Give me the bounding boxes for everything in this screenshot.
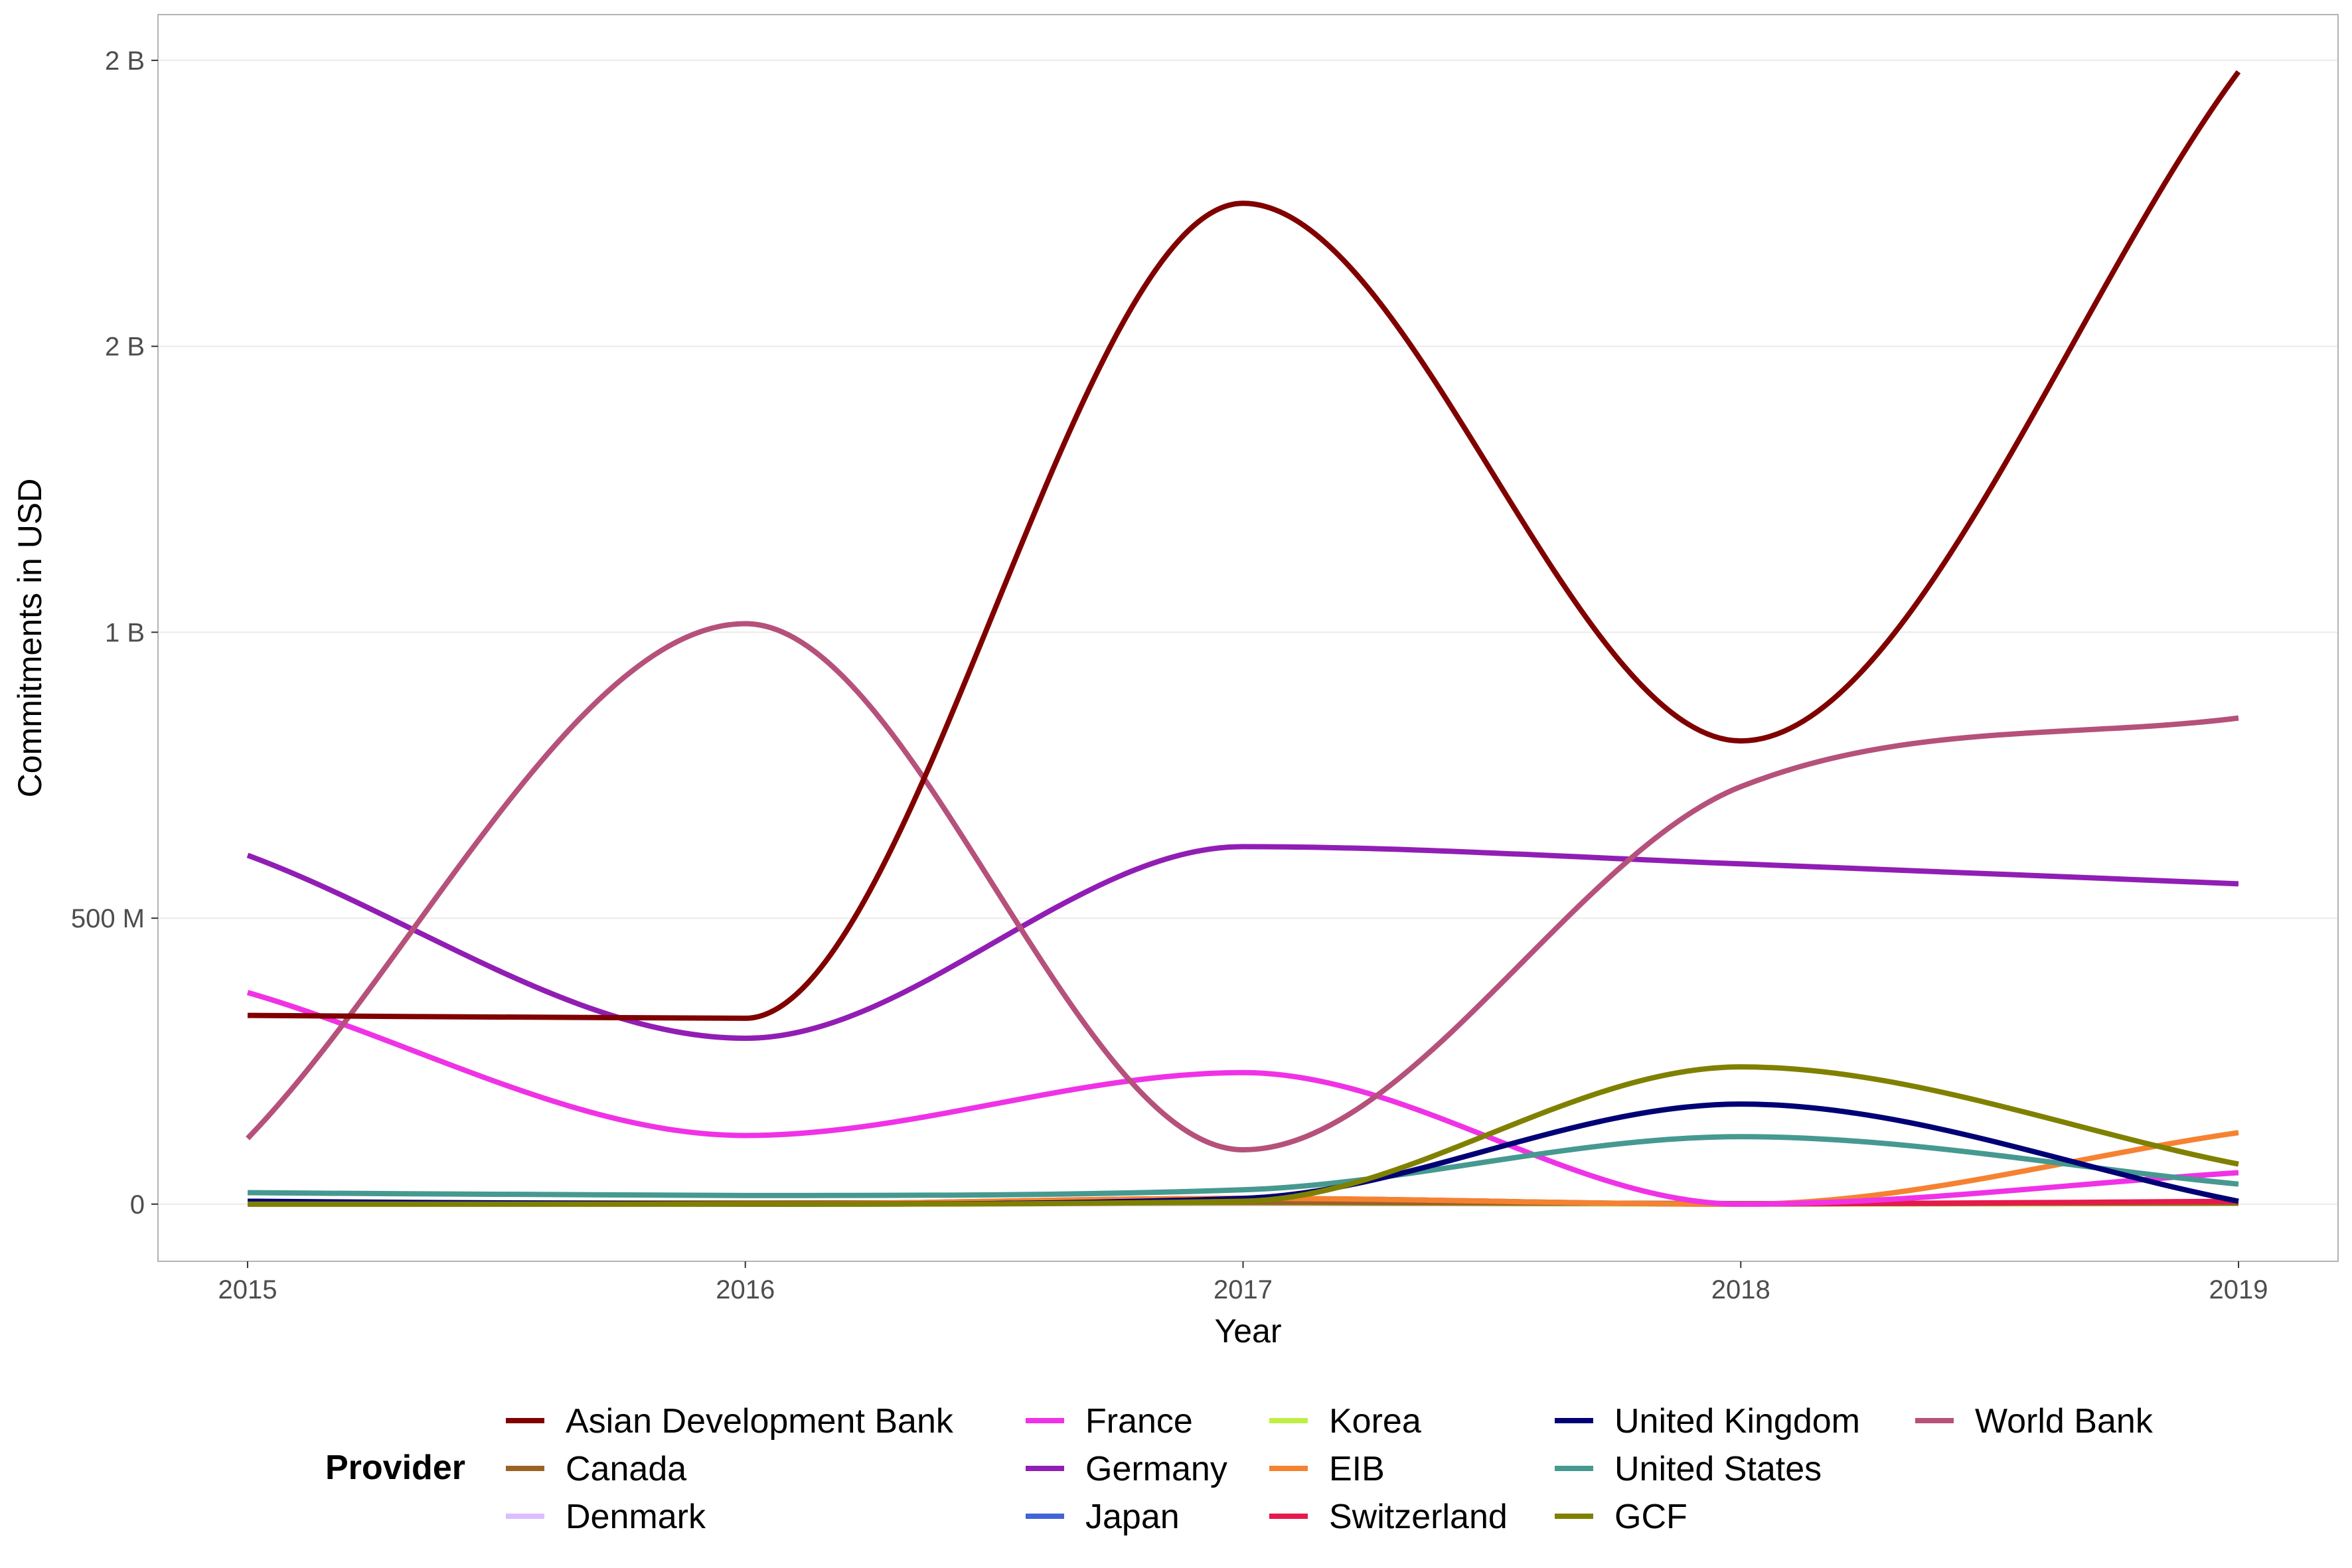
series-line-germany (246, 844, 2239, 1041)
legend: Provider Asian Development Bank Canada Den… (325, 1402, 2154, 1536)
legend-item-united-states: United States (1555, 1450, 1822, 1488)
legend-label-canada: Canada (566, 1450, 686, 1488)
series-line-asian-development-bank (247, 70, 2241, 1021)
legend-label-france: France (1085, 1402, 1193, 1441)
legend-item-denmark: Denmark (506, 1498, 706, 1536)
x-axis-title: Year (1214, 1312, 1281, 1350)
legend-label-world-bank: World Bank (1975, 1402, 2154, 1441)
legend-item-japan: Japan (1026, 1498, 1180, 1536)
legend-label-korea: Korea (1329, 1402, 1421, 1441)
legend-label-germany: Germany (1085, 1450, 1227, 1488)
series-line-gcf (248, 1064, 2239, 1207)
x-tick-label: 2015 (218, 1275, 277, 1304)
series-line-united-states (247, 1134, 2239, 1198)
legend-label-united-states: United States (1614, 1450, 1822, 1488)
x-axis-ticks: 2015 2016 2017 2018 2019 (218, 1261, 2268, 1304)
y-tick-label: 1 B (105, 618, 145, 647)
x-tick-label: 2019 (2209, 1275, 2268, 1304)
x-tick-label: 2018 (1711, 1275, 1770, 1304)
y-tick-label: 2 B (105, 46, 145, 76)
panel-border (157, 14, 2339, 1262)
y-tick-label: 500 M (71, 904, 145, 933)
y-tick-label: 0 (130, 1190, 145, 1219)
legend-item-germany: Germany (1026, 1450, 1227, 1488)
legend-item-switzerland: Switzerland (1269, 1498, 1508, 1536)
series-line-france (246, 990, 2239, 1207)
legend-item-gcf: GCF (1555, 1498, 1687, 1536)
y-tick-label: 2 B (105, 333, 145, 362)
y-axis-title: Commitments in USD (11, 479, 48, 798)
legend-label-eib: EIB (1329, 1450, 1385, 1488)
legend-label-switzerland: Switzerland (1329, 1498, 1508, 1536)
legend-item-canada: Canada (506, 1450, 686, 1488)
x-tick-label: 2016 (716, 1275, 775, 1304)
y-axis-ticks: 0 500 M 1 B 2 B 2 B (71, 46, 158, 1219)
legend-item-world-bank: World Bank (1915, 1402, 2154, 1441)
legend-item-united-kingdom: United Kingdom (1555, 1402, 1860, 1441)
legend-label-gcf: GCF (1614, 1498, 1687, 1536)
x-tick-label: 2017 (1214, 1275, 1273, 1304)
legend-label-asian-development-bank: Asian Development Bank (566, 1402, 954, 1441)
legend-label-japan: Japan (1085, 1498, 1180, 1536)
legend-item-korea: Korea (1269, 1402, 1421, 1441)
series-lines (246, 70, 2241, 1207)
legend-items: Asian Development Bank Canada Denmark Franc… (506, 1402, 2154, 1536)
legend-item-eib: EIB (1269, 1450, 1385, 1488)
legend-item-asian-development-bank: Asian Development Bank (506, 1402, 954, 1441)
series-line-world-bank (246, 621, 2239, 1152)
legend-item-france: France (1026, 1402, 1193, 1441)
legend-label-denmark: Denmark (566, 1498, 706, 1536)
legend-label-united-kingdom: United Kingdom (1614, 1402, 1860, 1441)
legend-title: Provider (325, 1449, 465, 1487)
